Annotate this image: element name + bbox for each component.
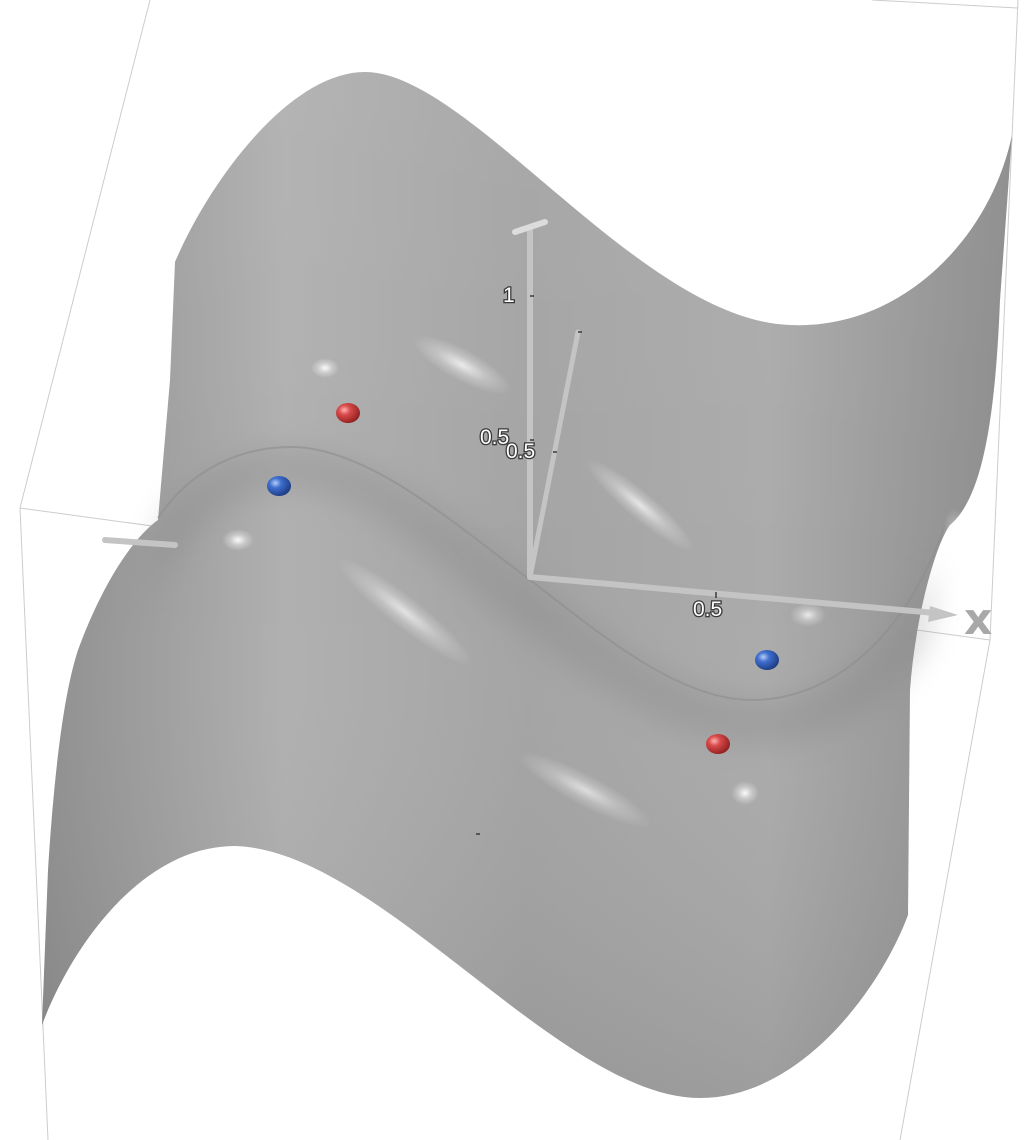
x-axis-label: x	[964, 594, 992, 645]
minimum-point	[267, 476, 291, 496]
y-axis-line	[527, 329, 581, 580]
minimum-point	[755, 650, 779, 670]
y-tick-label-0.5: 0.5	[506, 440, 535, 463]
axes	[102, 219, 958, 622]
x-axis-arrowhead	[928, 606, 958, 622]
x-axis-line	[527, 574, 938, 616]
x-axis-line-left	[102, 537, 178, 548]
z-tick-label-1: 1	[503, 284, 515, 307]
maximum-point	[336, 403, 360, 423]
critical-points	[267, 403, 779, 754]
z-axis-stub	[512, 219, 548, 235]
maximum-point	[706, 734, 730, 754]
surface	[42, 72, 1012, 1098]
z-tick-label-0.5: 0.5	[480, 426, 509, 449]
x-tick-label-0.5: 0.5	[693, 598, 722, 621]
tick-marks	[476, 295, 717, 835]
